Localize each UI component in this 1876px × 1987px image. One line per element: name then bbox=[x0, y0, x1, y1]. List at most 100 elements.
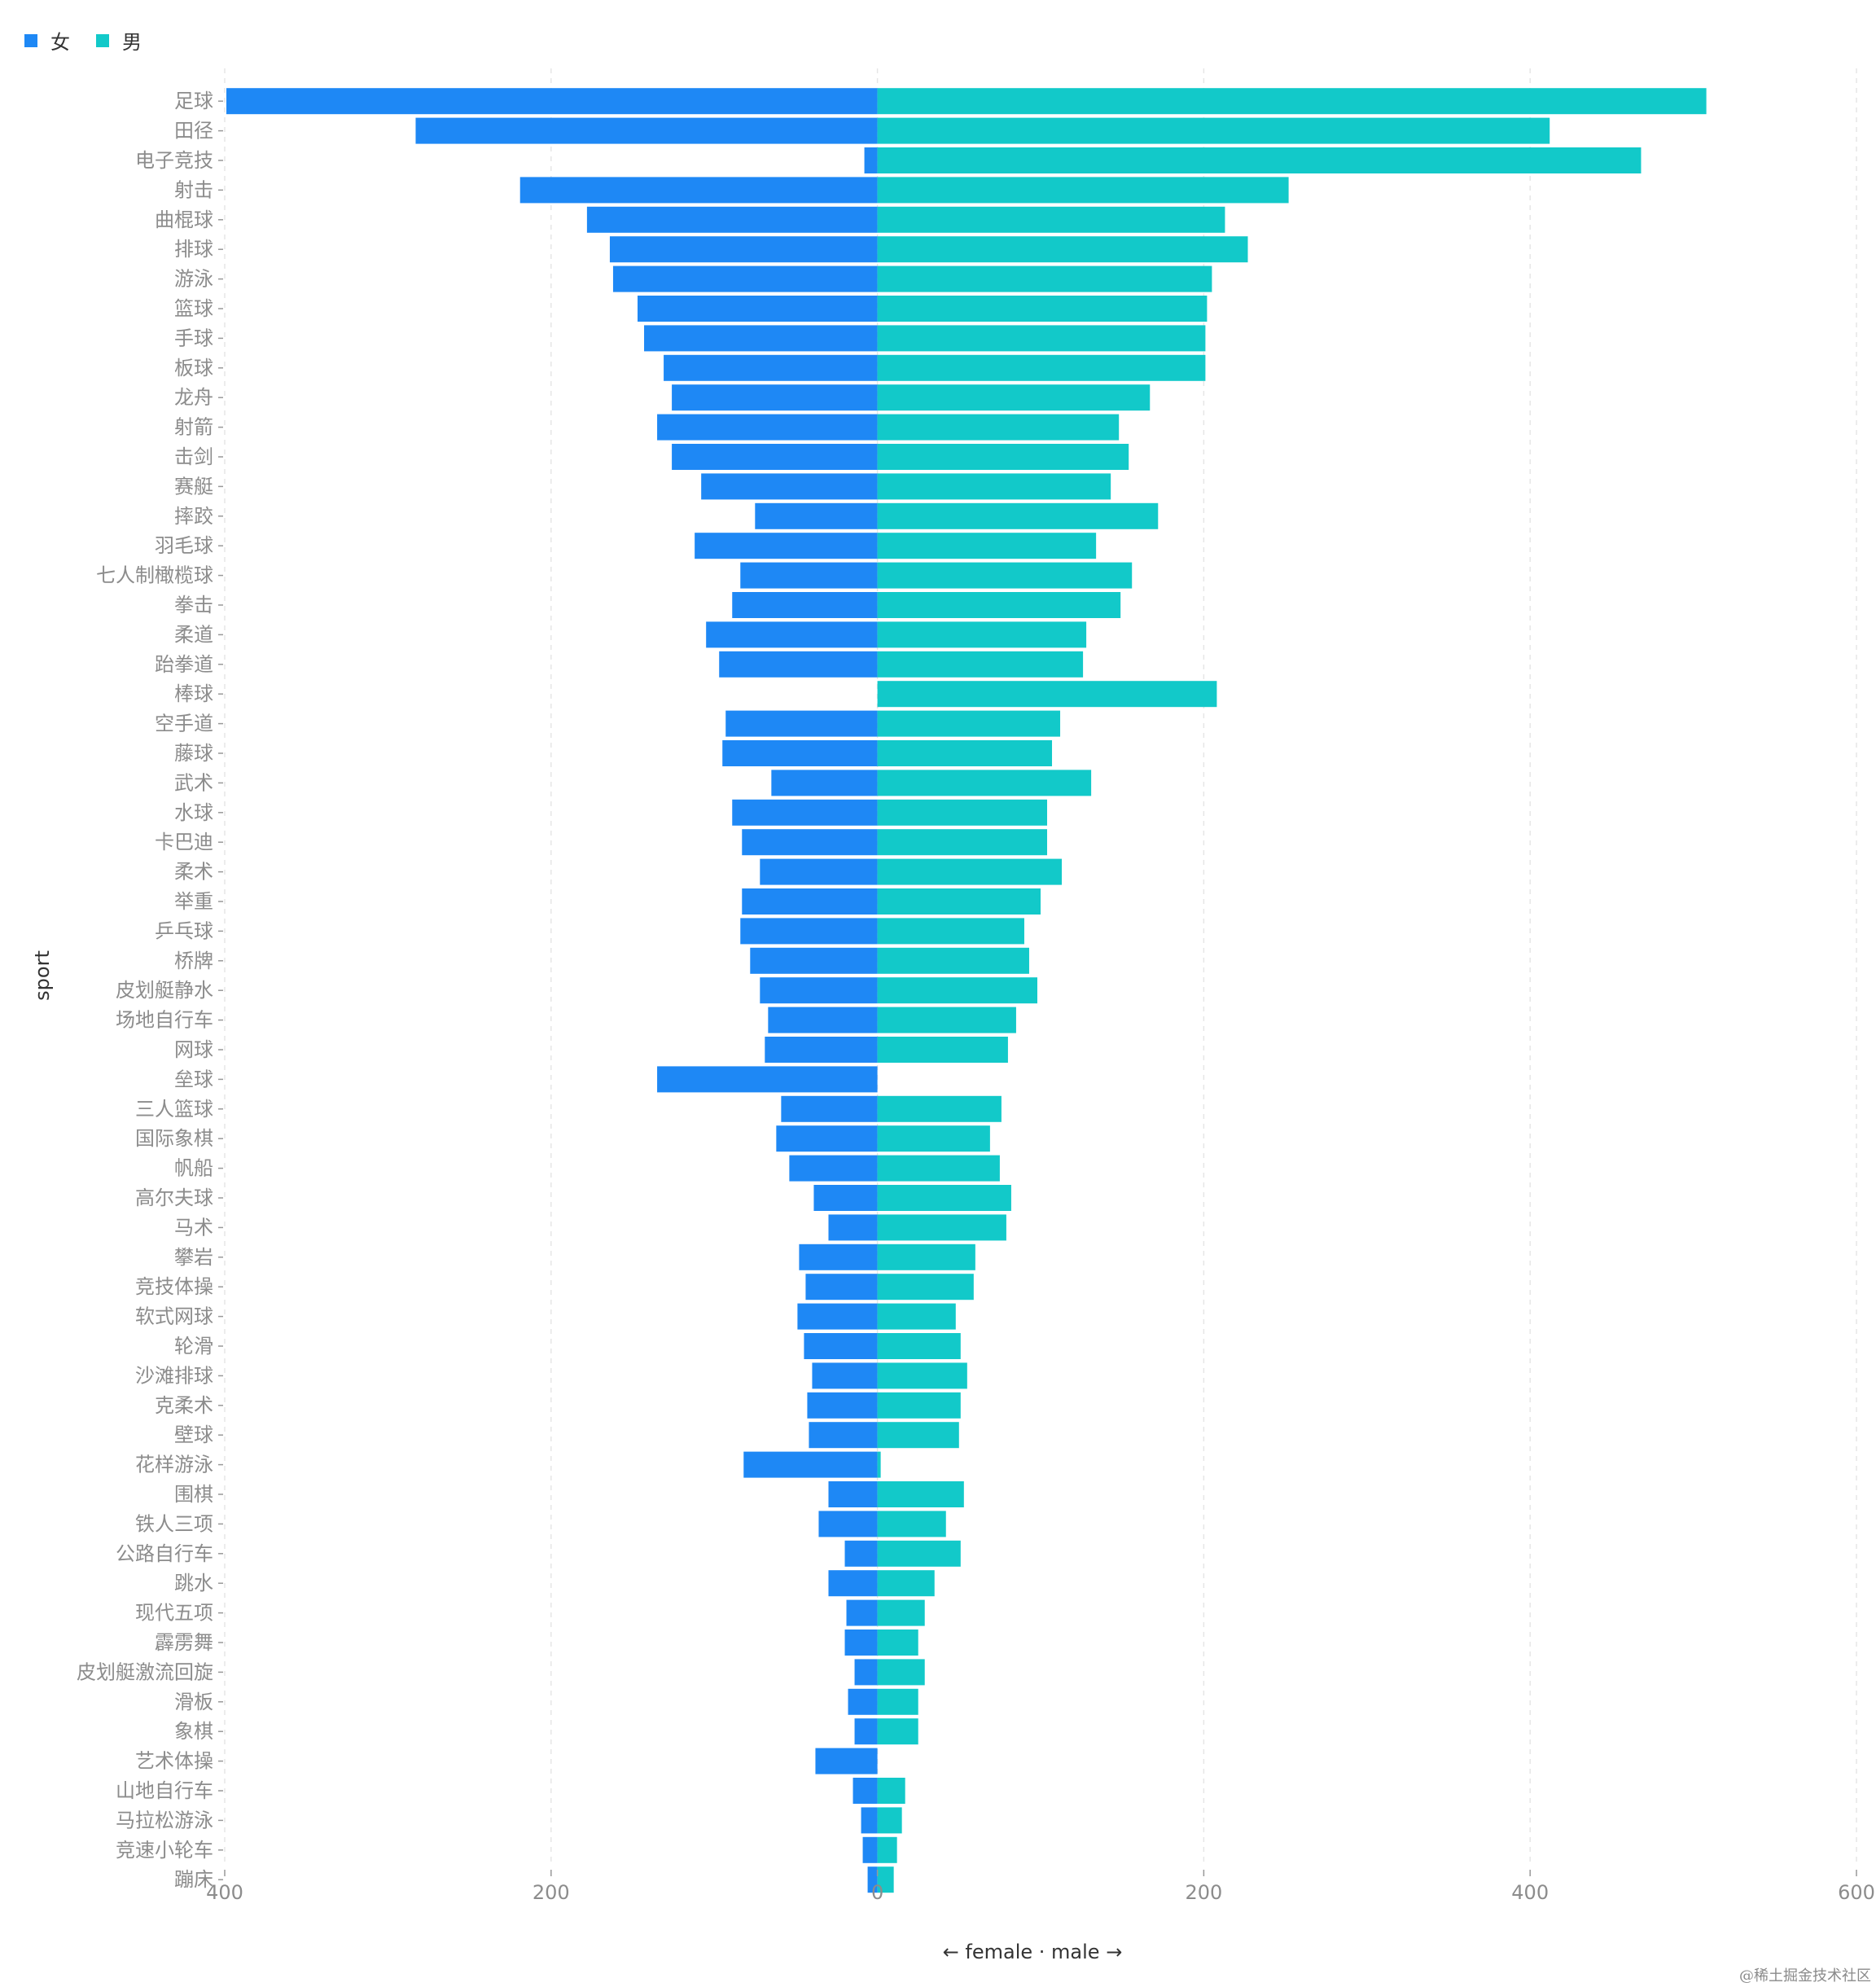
bar-male[interactable] bbox=[877, 1599, 925, 1626]
bar-male[interactable] bbox=[877, 444, 1129, 470]
bar-female[interactable] bbox=[781, 1095, 878, 1122]
bar-female[interactable] bbox=[760, 977, 878, 1004]
bar-female[interactable] bbox=[861, 1807, 878, 1834]
bar-female[interactable] bbox=[828, 1481, 878, 1507]
bar-male[interactable] bbox=[877, 799, 1048, 826]
bar-female[interactable] bbox=[415, 117, 878, 144]
bar-female[interactable] bbox=[701, 473, 878, 500]
bar-female[interactable] bbox=[644, 325, 878, 352]
bar-male[interactable] bbox=[877, 265, 1212, 292]
bar-male[interactable] bbox=[877, 1155, 1000, 1182]
bar-female[interactable] bbox=[815, 1748, 878, 1774]
bar-female[interactable] bbox=[672, 384, 878, 411]
bar-female[interactable] bbox=[807, 1392, 878, 1419]
bar-male[interactable] bbox=[877, 1333, 961, 1359]
bar-male[interactable] bbox=[877, 147, 1642, 173]
bar-male[interactable] bbox=[877, 117, 1550, 144]
bar-male[interactable] bbox=[877, 651, 1084, 678]
bar-female[interactable] bbox=[760, 858, 878, 885]
bar-male[interactable] bbox=[877, 1214, 1006, 1241]
bar-female[interactable] bbox=[776, 1125, 878, 1152]
bar-male[interactable] bbox=[877, 1511, 946, 1537]
bar-male[interactable] bbox=[877, 1362, 967, 1389]
bar-female[interactable] bbox=[828, 1570, 878, 1597]
bar-female[interactable] bbox=[846, 1599, 878, 1626]
bar-female[interactable] bbox=[740, 918, 878, 945]
bar-male[interactable] bbox=[877, 1007, 1016, 1033]
legend-item-male[interactable]: 男 bbox=[96, 26, 142, 55]
bar-male[interactable] bbox=[877, 502, 1159, 529]
bar-male[interactable] bbox=[877, 1866, 894, 1893]
bar-male[interactable] bbox=[877, 1274, 974, 1301]
bar-male[interactable] bbox=[877, 1037, 1008, 1063]
bar-female[interactable] bbox=[765, 1037, 878, 1063]
bar-male[interactable] bbox=[877, 858, 1063, 885]
bar-female[interactable] bbox=[789, 1155, 878, 1182]
bar-male[interactable] bbox=[877, 740, 1053, 766]
bar-male[interactable] bbox=[877, 770, 1092, 796]
bar-male[interactable] bbox=[877, 325, 1206, 352]
bar-female[interactable] bbox=[706, 621, 878, 648]
bar-male[interactable] bbox=[877, 592, 1121, 618]
bar-male[interactable] bbox=[877, 88, 1707, 115]
bar-male[interactable] bbox=[877, 918, 1024, 945]
bar-female[interactable] bbox=[695, 533, 878, 559]
bar-male[interactable] bbox=[877, 414, 1120, 441]
bar-male[interactable] bbox=[877, 710, 1061, 737]
bar-male[interactable] bbox=[877, 1688, 918, 1715]
bar-female[interactable] bbox=[828, 1214, 878, 1241]
bar-male[interactable] bbox=[877, 1481, 964, 1507]
bar-female[interactable] bbox=[742, 829, 878, 856]
bar-male[interactable] bbox=[877, 1836, 897, 1863]
bar-female[interactable] bbox=[809, 1422, 878, 1449]
bar-male[interactable] bbox=[877, 621, 1087, 648]
bar-male[interactable] bbox=[877, 533, 1097, 559]
bar-male[interactable] bbox=[877, 829, 1048, 856]
bar-male[interactable] bbox=[877, 1718, 918, 1745]
bar-female[interactable] bbox=[854, 1718, 878, 1745]
bar-male[interactable] bbox=[877, 977, 1037, 1004]
bar-male[interactable] bbox=[877, 177, 1289, 204]
bar-female[interactable] bbox=[638, 296, 878, 322]
bar-male[interactable] bbox=[877, 681, 1217, 708]
bar-male[interactable] bbox=[877, 1392, 961, 1419]
bar-male[interactable] bbox=[877, 1422, 959, 1449]
bar-female[interactable] bbox=[818, 1511, 878, 1537]
bar-female[interactable] bbox=[740, 562, 878, 589]
bar-male[interactable] bbox=[877, 473, 1111, 500]
bar-female[interactable] bbox=[853, 1778, 878, 1804]
bar-female[interactable] bbox=[864, 147, 878, 173]
bar-female[interactable] bbox=[743, 1451, 878, 1478]
bar-male[interactable] bbox=[877, 1095, 1002, 1122]
legend-item-female[interactable]: 女 bbox=[24, 26, 70, 55]
bar-female[interactable] bbox=[719, 651, 878, 678]
bar-female[interactable] bbox=[732, 799, 878, 826]
bar-female[interactable] bbox=[771, 770, 878, 796]
bar-male[interactable] bbox=[877, 1125, 990, 1152]
bar-female[interactable] bbox=[755, 502, 878, 529]
bar-female[interactable] bbox=[862, 1836, 878, 1863]
bar-female[interactable] bbox=[804, 1333, 878, 1359]
bar-female[interactable] bbox=[226, 88, 878, 115]
bar-male[interactable] bbox=[877, 384, 1151, 411]
bar-male[interactable] bbox=[877, 947, 1029, 974]
bar-male[interactable] bbox=[877, 1570, 935, 1597]
bar-female[interactable] bbox=[799, 1244, 878, 1270]
bar-male[interactable] bbox=[877, 354, 1206, 381]
bar-female[interactable] bbox=[664, 354, 878, 381]
bar-male[interactable] bbox=[877, 1185, 1011, 1211]
bar-female[interactable] bbox=[844, 1540, 878, 1567]
bar-female[interactable] bbox=[612, 265, 878, 292]
bar-female[interactable] bbox=[732, 592, 878, 618]
bar-male[interactable] bbox=[877, 1303, 956, 1330]
bar-female[interactable] bbox=[797, 1303, 878, 1330]
bar-female[interactable] bbox=[768, 1007, 878, 1033]
bar-female[interactable] bbox=[742, 888, 878, 915]
bar-female[interactable] bbox=[609, 236, 878, 263]
bar-female[interactable] bbox=[722, 740, 878, 766]
bar-female[interactable] bbox=[844, 1630, 878, 1656]
bar-female[interactable] bbox=[750, 947, 878, 974]
bar-male[interactable] bbox=[877, 1778, 905, 1804]
bar-female[interactable] bbox=[725, 710, 878, 737]
bar-female[interactable] bbox=[672, 444, 878, 470]
